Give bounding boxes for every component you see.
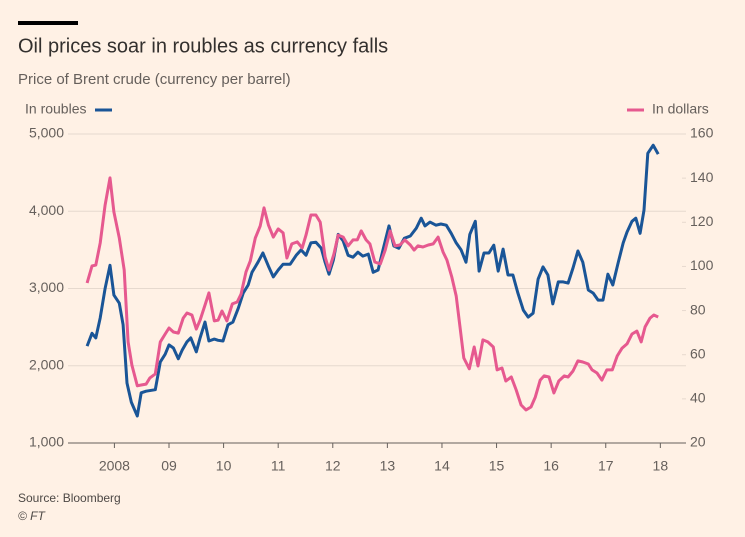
y2-tick-label: 140: [690, 169, 714, 185]
x-tick-label: 12: [325, 458, 341, 474]
line-series: [85, 176, 659, 412]
line-series: [85, 143, 660, 418]
x-tick-label: 16: [543, 458, 559, 474]
x-tick-label: 09: [161, 458, 177, 474]
y2-tick-label: 160: [690, 125, 714, 141]
x-tick-label: 17: [598, 458, 614, 474]
x-tick-label: 2008: [99, 458, 130, 474]
legend-label: In roubles: [25, 101, 86, 117]
brand-bar: [18, 21, 78, 25]
legend-label: In dollars: [652, 101, 709, 117]
y-tick-label: 1,000: [29, 434, 64, 450]
y-tick-label: 4,000: [29, 202, 64, 218]
y2-tick-label: 20: [690, 434, 706, 450]
chart-subtitle: Price of Brent crude (currency per barre…: [18, 71, 291, 88]
y2-tick-label: 120: [690, 213, 714, 229]
x-tick-label: 18: [653, 458, 669, 474]
x-tick-label: 11: [271, 458, 286, 474]
y2-tick-label: 60: [690, 345, 706, 361]
y-tick-label: 5,000: [29, 125, 64, 141]
y2-tick-label: 100: [690, 257, 714, 273]
credit: © FT: [18, 509, 47, 523]
y-tick-label: 3,000: [29, 279, 64, 295]
x-tick-label: 10: [216, 458, 232, 474]
y-tick-label: 2,000: [29, 356, 64, 372]
x-tick-label: 13: [380, 458, 396, 474]
x-tick-label: 14: [434, 458, 450, 474]
source: Source: Bloomberg: [18, 491, 121, 505]
y2-tick-label: 40: [690, 390, 706, 406]
y2-tick-label: 80: [690, 301, 706, 317]
x-tick-label: 15: [489, 458, 505, 474]
chart-title: Oil prices soar in roubles as currency f…: [18, 35, 388, 57]
